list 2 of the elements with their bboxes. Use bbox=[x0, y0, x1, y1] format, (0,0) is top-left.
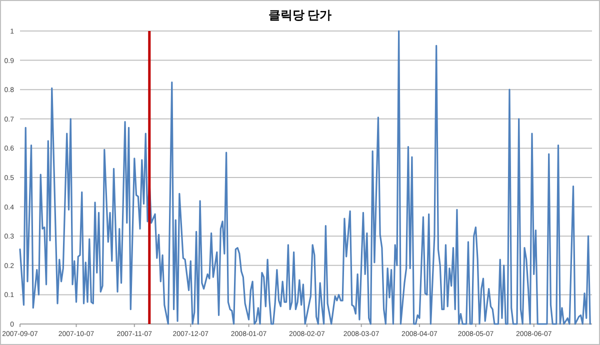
line-series bbox=[19, 30, 591, 325]
chart-title: 클릭당 단가 bbox=[268, 8, 332, 22]
